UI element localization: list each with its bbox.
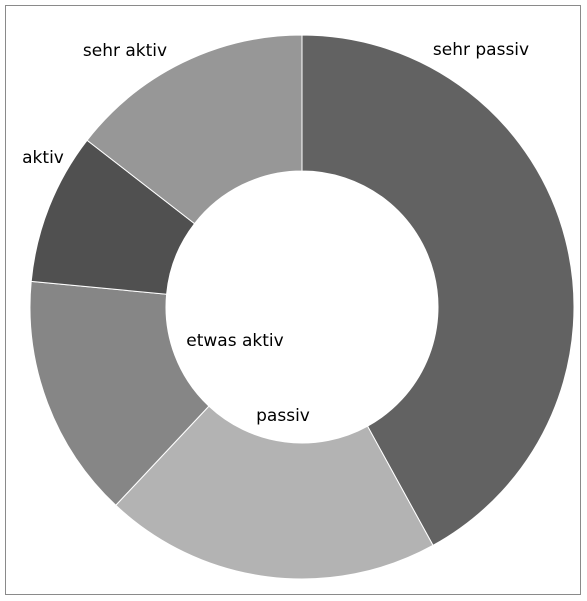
slice-label-passiv: passiv <box>256 406 310 426</box>
slice-etwas-aktiv <box>29 280 210 506</box>
donut-slices <box>29 34 575 580</box>
slice-sehr-aktiv <box>86 34 303 225</box>
slice-sehr-passiv <box>301 34 575 547</box>
slice-passiv <box>115 405 434 580</box>
slice-label-sehr-aktiv: sehr aktiv <box>83 41 167 61</box>
slice-label-etwas-aktiv: etwas aktiv <box>186 331 283 351</box>
slice-label-sehr-passiv: sehr passiv <box>433 40 529 60</box>
slice-label-aktiv: aktiv <box>22 148 64 168</box>
slice-labels: sehr passiv passiv etwas aktiv aktiv sehr ak… <box>22 40 529 426</box>
